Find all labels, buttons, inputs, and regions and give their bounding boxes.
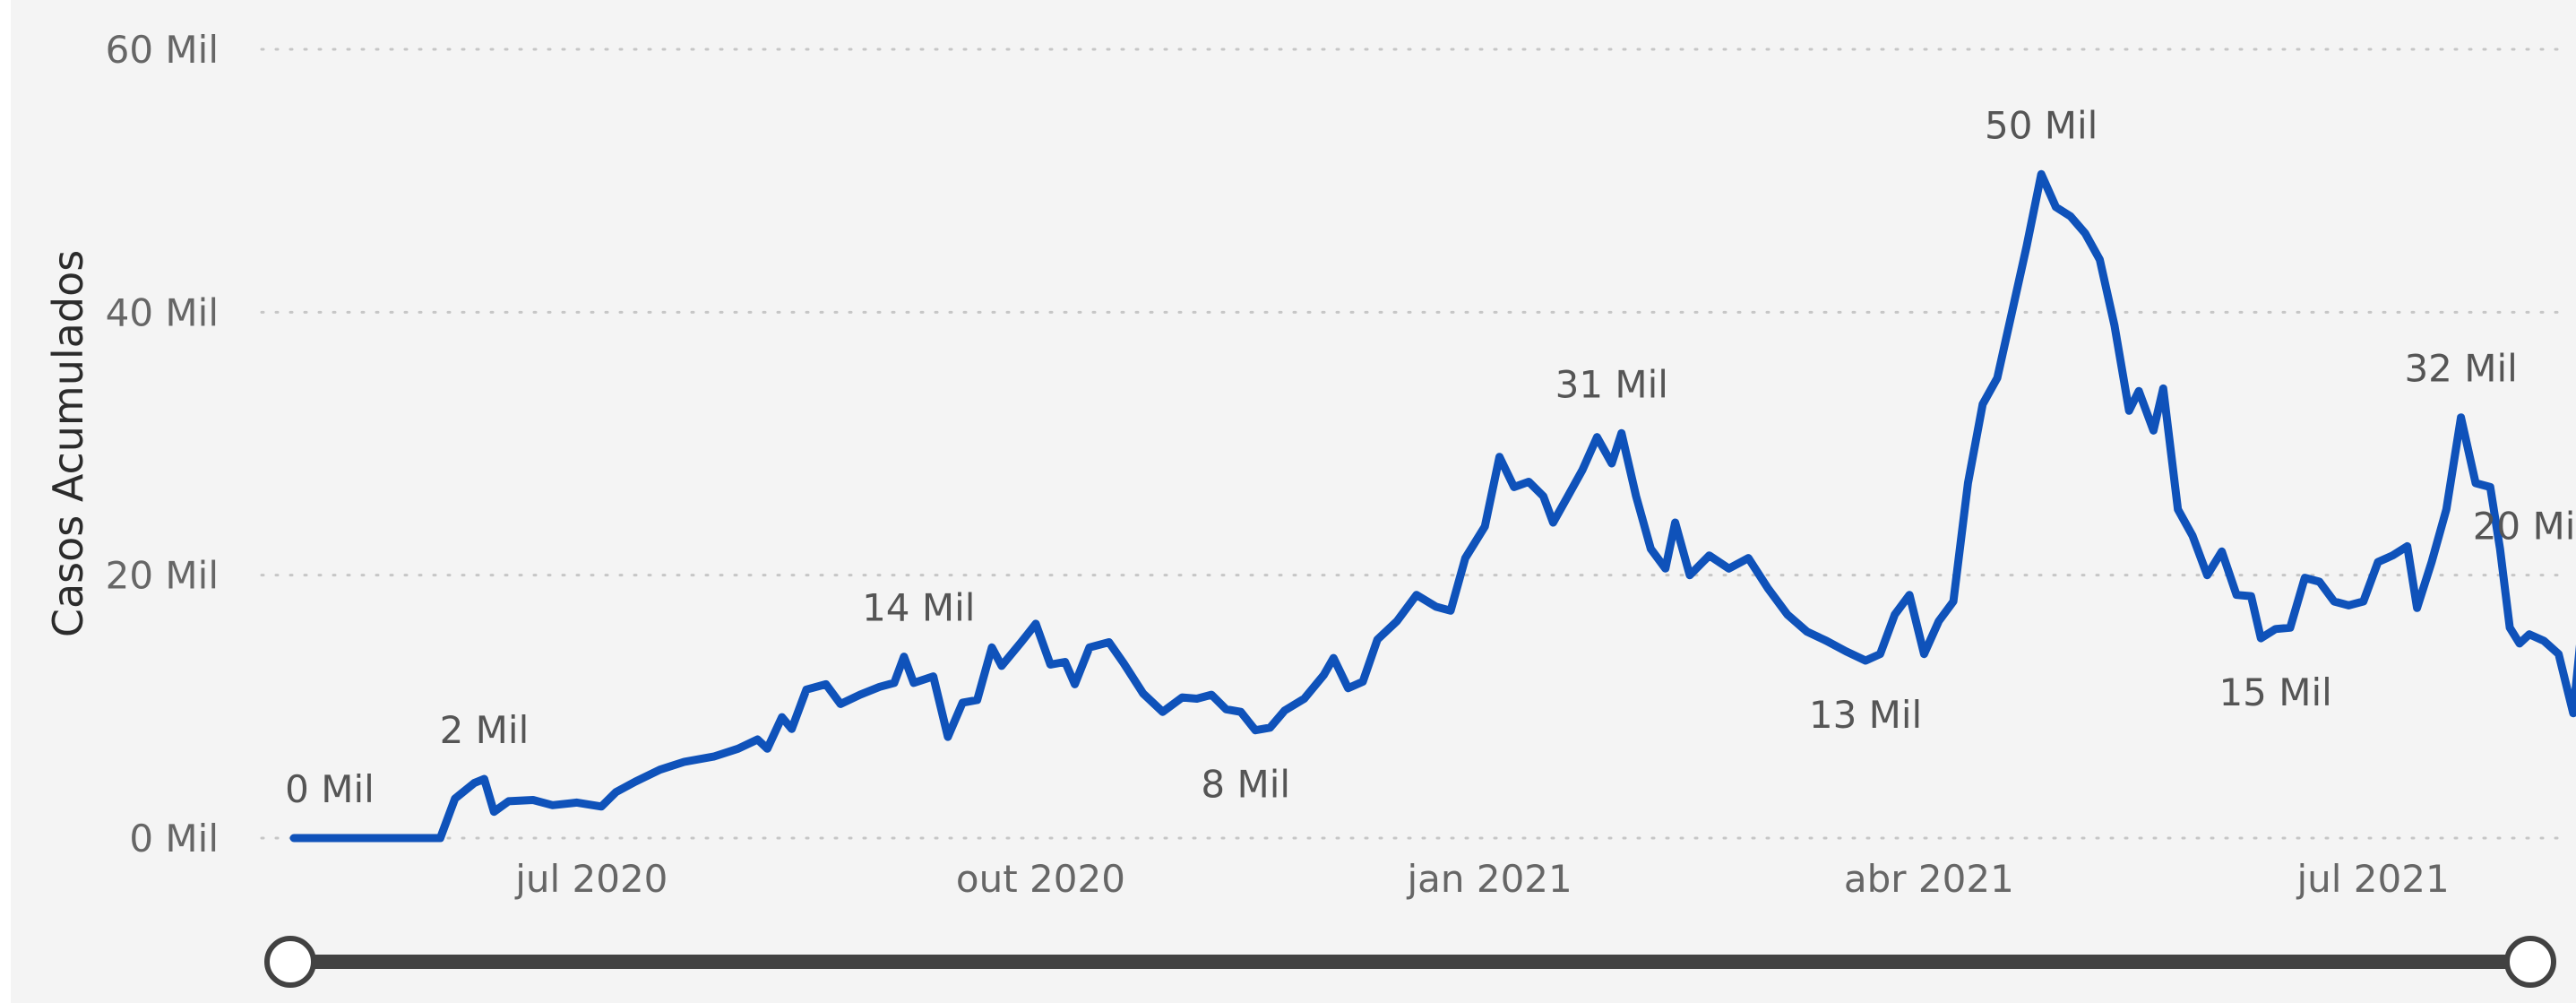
slider-handle-start[interactable] (264, 936, 316, 988)
data-label: 13 Mil (1809, 693, 1922, 737)
y-tick-label: 40 Mil (106, 290, 219, 334)
series-line (289, 169, 2576, 843)
x-tick-label: jan 2021 (1406, 857, 1572, 901)
x-tick-label: abr 2021 (1844, 857, 2014, 901)
y-tick-label: 0 Mil (129, 817, 219, 860)
data-label: 2 Mil (440, 708, 530, 752)
y-axis-label: Casos Acumulados (44, 250, 92, 637)
line-chart: 0 Mil 20 Mil 40 Mil 60 Mil jul 2020 out 2020… (44, 28, 2576, 988)
chart-frame: 0 Mil 20 Mil 40 Mil 60 Mil jul 2020 out 2020… (11, 0, 2576, 1003)
x-tick-label: out 2020 (956, 857, 1125, 901)
data-label: 31 Mil (1555, 362, 1668, 406)
data-labels: 0 Mil 2 Mil 14 Mil 8 Mil 31 Mil 13 Mil 50 Mil 1… (285, 103, 2576, 811)
y-tick-label: 60 Mil (106, 28, 219, 72)
data-label: 14 Mil (862, 586, 975, 630)
x-axis-ticks: jul 2020 out 2020 jan 2021 abr 2021 jul 2021 (514, 857, 2449, 901)
data-label: 32 Mil (2404, 347, 2517, 391)
data-label: 0 Mil (285, 767, 375, 811)
gridlines (260, 48, 2566, 840)
slider-handle-end[interactable] (2504, 936, 2556, 988)
data-label: 8 Mil (1201, 763, 1290, 807)
x-tick-label: jul 2021 (2296, 857, 2449, 901)
y-tick-label: 20 Mil (106, 554, 219, 598)
y-axis-ticks: 0 Mil 20 Mil 40 Mil 60 Mil (106, 28, 219, 860)
x-tick-label: jul 2020 (514, 857, 668, 901)
data-label: 20 Mil (2473, 505, 2576, 549)
date-range-slider[interactable] (264, 936, 2556, 988)
data-label: 50 Mil (1985, 103, 2098, 147)
data-label: 15 Mil (2218, 670, 2331, 714)
